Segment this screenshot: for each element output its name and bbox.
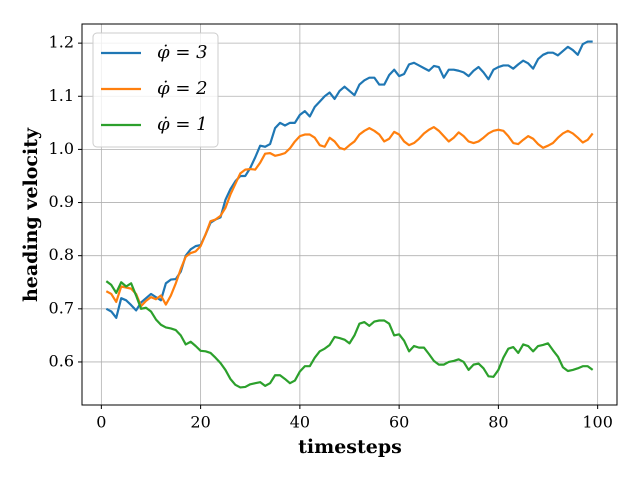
series-line <box>105 40 593 319</box>
y-tick-label: 1.1 <box>49 86 74 105</box>
x-tick-label: 0 <box>96 413 106 432</box>
x-tick-label: 80 <box>488 413 508 432</box>
lines <box>105 40 594 389</box>
x-tick-label: 60 <box>389 413 409 432</box>
ticks: 0 20 40 60 80 100 0.6 0.7 0.8 0.9 1.0 1.1 1.2 <box>49 33 613 432</box>
series-line <box>105 280 594 389</box>
legend-box <box>92 32 219 148</box>
plot-frame <box>81 23 618 406</box>
y-tick-label: 1.0 <box>49 139 74 158</box>
series-line <box>105 125 594 308</box>
legend-label: φ̇ = 3 <box>157 42 208 63</box>
y-tick-label: 1.2 <box>49 33 74 52</box>
x-tick-label: 100 <box>582 413 613 432</box>
legend: φ̇ = 3 φ̇ = 2 φ̇ = 1 <box>92 32 219 148</box>
y-tick-label: 0.7 <box>49 298 74 317</box>
y-axis-label: heading velocity <box>20 127 42 302</box>
grid <box>82 24 617 405</box>
y-tick-label: 0.9 <box>49 192 74 211</box>
y-tick-label: 0.8 <box>49 245 74 264</box>
x-tick-label: 40 <box>290 413 310 432</box>
legend-label: φ̇ = 2 <box>157 78 208 99</box>
x-tick-label: 20 <box>190 413 210 432</box>
y-tick-label: 0.6 <box>49 351 74 370</box>
x-axis-label: timesteps <box>298 436 402 458</box>
legend-label: φ̇ = 1 <box>157 114 208 135</box>
